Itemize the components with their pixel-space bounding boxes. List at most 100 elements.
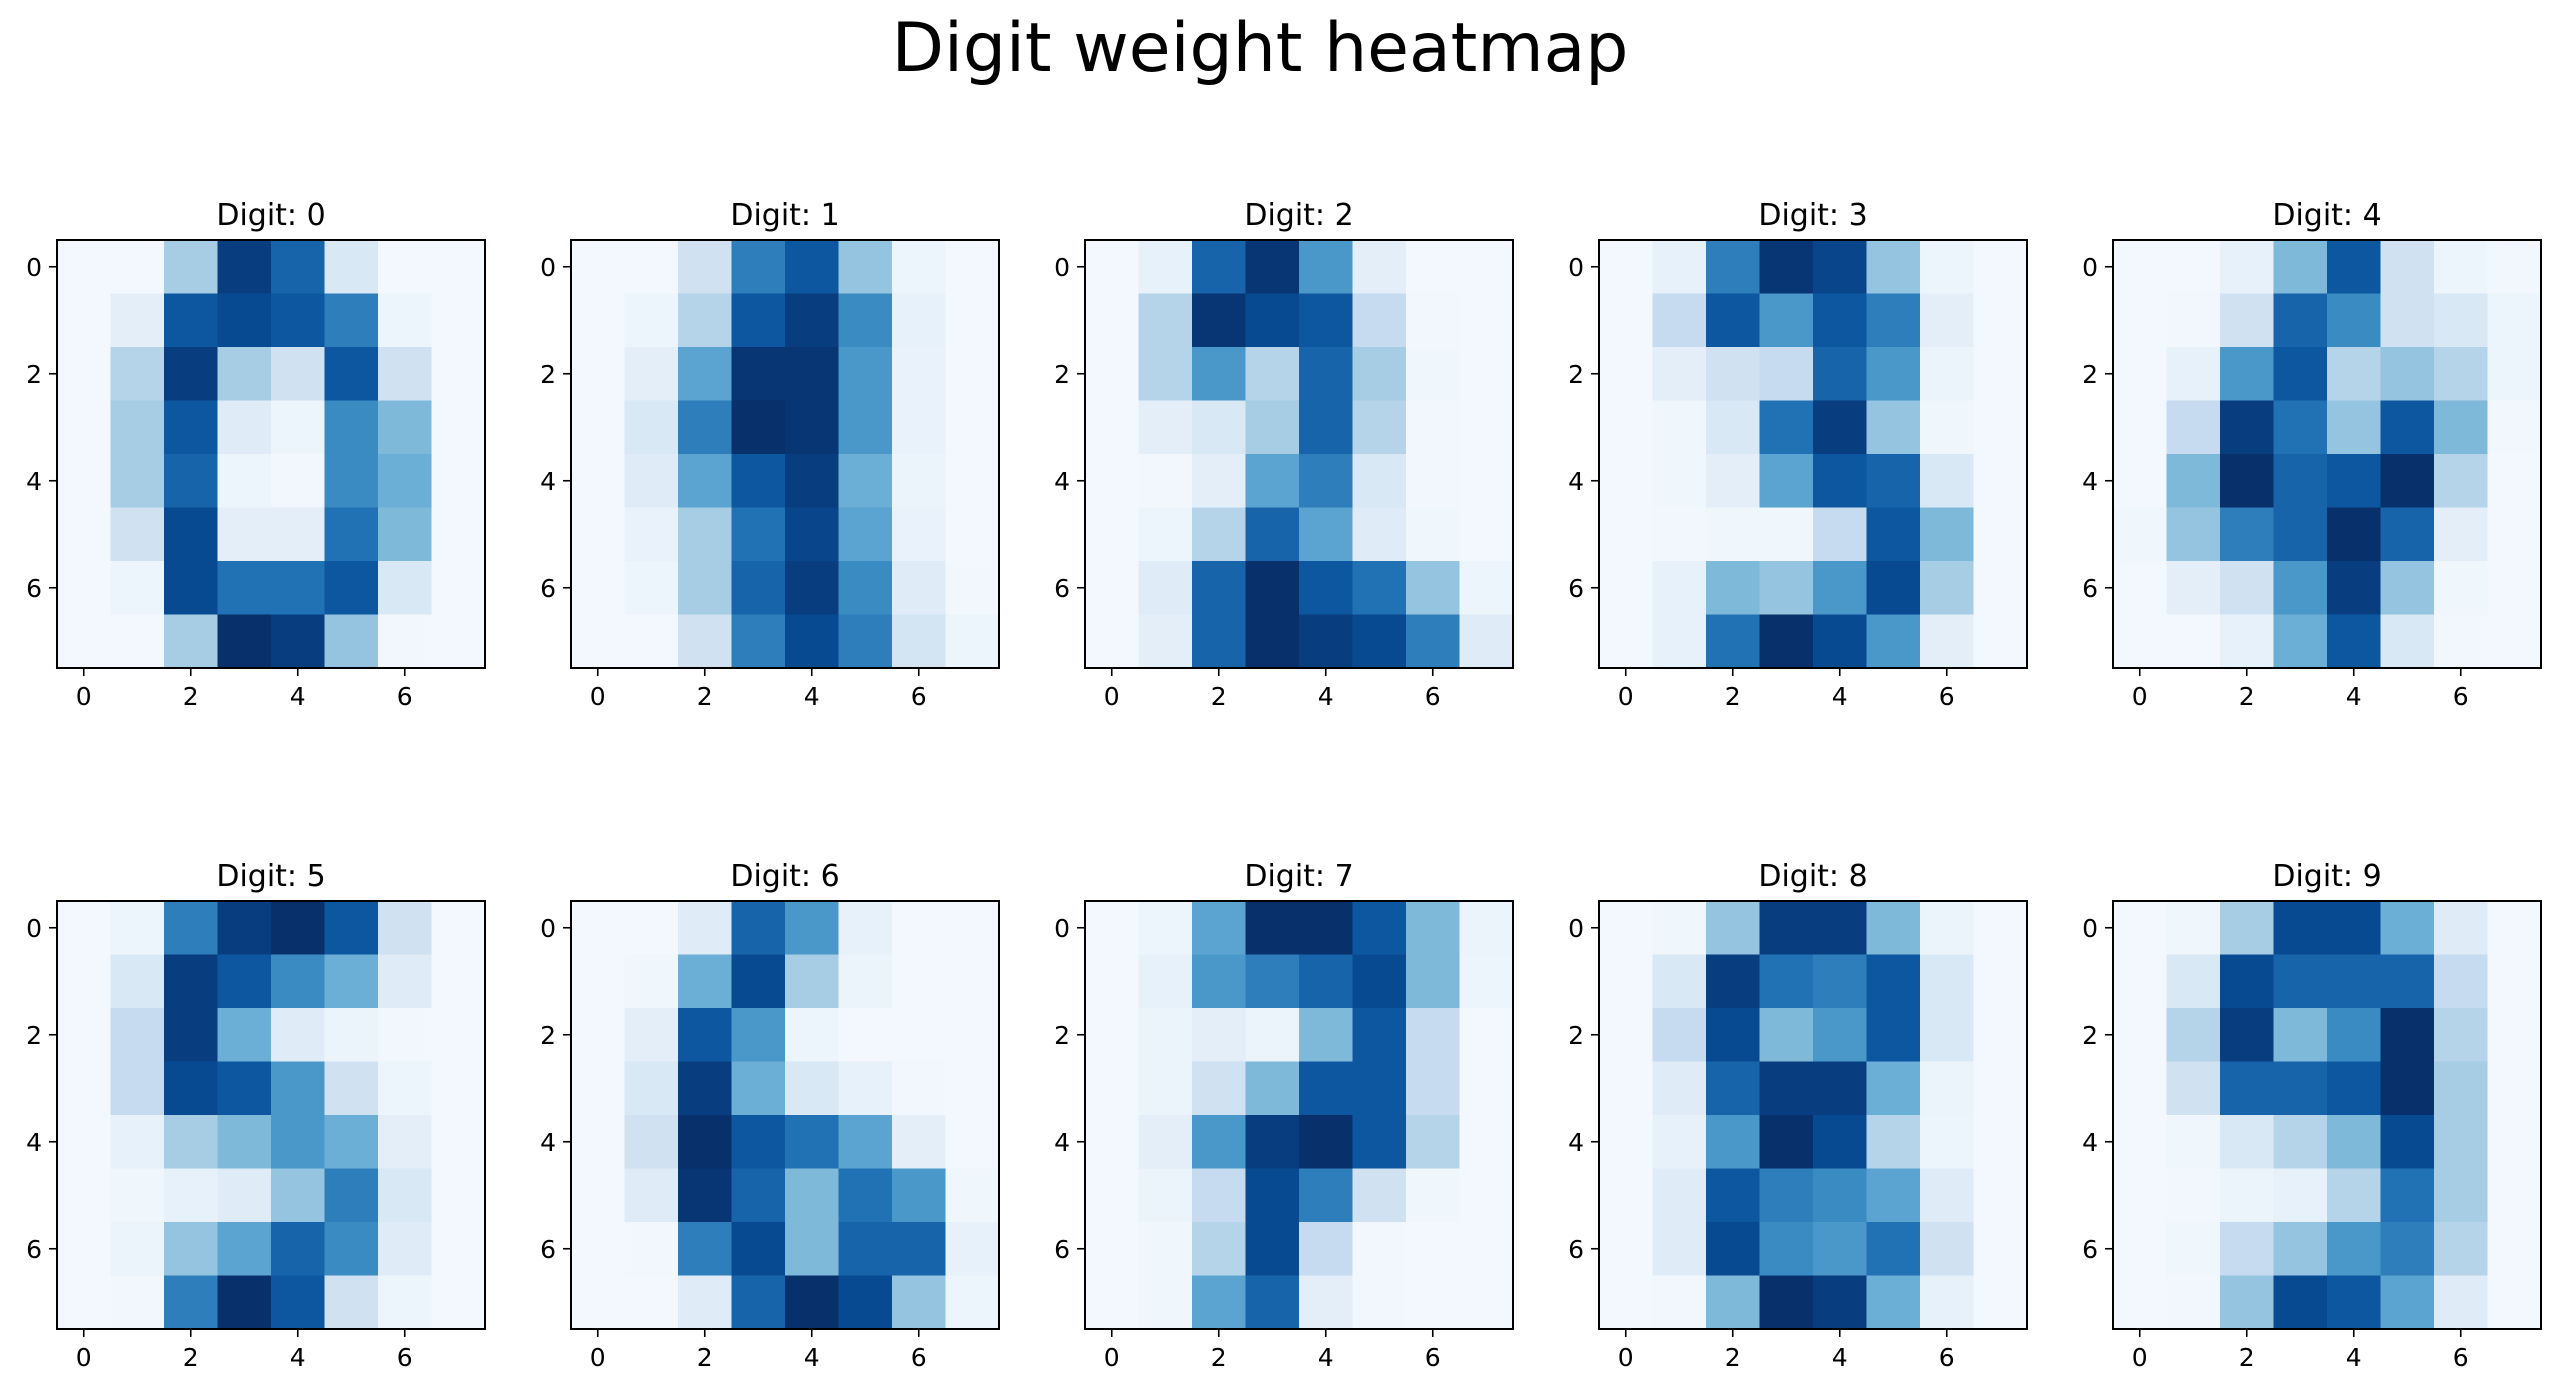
heatmap-cell	[217, 454, 272, 509]
heatmap-cell	[1459, 454, 1514, 509]
heatmap-cell	[378, 901, 433, 956]
heatmap-cell	[624, 293, 679, 348]
y-tick-label: 4	[1568, 1128, 1584, 1157]
heatmap-cell	[1973, 954, 2028, 1009]
heatmap-cell	[324, 561, 379, 616]
heatmap-cell	[571, 1222, 626, 1277]
heatmap-panel-7: Digit: 7 0 2 4 6 0 2 4 6	[1054, 859, 1514, 1372]
y-tick-label: 2	[2082, 1021, 2098, 1050]
y-tick-label: 4	[26, 1128, 42, 1157]
heatmap-cell	[1920, 454, 1975, 509]
y-tick-label: 0	[2082, 914, 2098, 943]
heatmap-cell	[378, 400, 433, 455]
x-tick-label: 0	[1104, 1343, 1120, 1372]
heatmap-cell	[1192, 1275, 1247, 1330]
heatmap-cell	[2220, 954, 2275, 1009]
heatmap-cell	[164, 400, 219, 455]
heatmap-cell	[1299, 293, 1354, 348]
heatmap-cell	[217, 1115, 272, 1170]
heatmap-cell	[1406, 901, 1461, 956]
heatmap-cell	[838, 1008, 893, 1063]
heatmap-cell	[324, 454, 379, 509]
heatmap-cell	[892, 1061, 947, 1116]
heatmap-cell	[57, 901, 112, 956]
heatmap-cell	[1866, 1115, 1921, 1170]
y-tick-label: 0	[2082, 253, 2098, 282]
heatmap-cell	[731, 954, 786, 1009]
x-tick-label: 4	[290, 1343, 306, 1372]
heatmap-cell	[2327, 507, 2382, 562]
heatmap-cell	[1866, 561, 1921, 616]
heatmap-cell	[2273, 293, 2328, 348]
heatmap-cell	[1759, 400, 1814, 455]
heatmap-cell	[431, 1168, 486, 1223]
heatmap-cell	[1085, 293, 1140, 348]
heatmap-cell	[1406, 347, 1461, 402]
heatmap-cell	[624, 1061, 679, 1116]
heatmap-cell	[2327, 293, 2382, 348]
x-tick-label: 0	[2132, 1343, 2148, 1372]
heatmap-cell	[1813, 954, 1868, 1009]
heatmap-cell	[1138, 400, 1193, 455]
heatmap-cell	[1192, 400, 1247, 455]
heatmap-cell	[838, 1222, 893, 1277]
heatmap-cell	[1813, 507, 1868, 562]
heatmap-cell	[1352, 561, 1407, 616]
heatmap-cell	[2487, 1168, 2542, 1223]
heatmap-cell	[1866, 1008, 1921, 1063]
y-tick-label: 6	[2082, 1235, 2098, 1264]
heatmap-cell	[678, 240, 733, 295]
heatmap-cell	[1973, 347, 2028, 402]
heatmap-cell	[1599, 561, 1654, 616]
heatmap-cell	[1406, 1115, 1461, 1170]
heatmap-cell	[1866, 347, 1921, 402]
heatmap-cell	[892, 347, 947, 402]
heatmap-cell	[2273, 400, 2328, 455]
heatmap-cell	[1299, 1222, 1354, 1277]
heatmap-cell	[271, 1275, 326, 1330]
heatmap-cell	[2327, 454, 2382, 509]
y-tick-label: 4	[2082, 467, 2098, 496]
heatmap-cell	[1459, 901, 1514, 956]
heatmap-cell	[2327, 1222, 2382, 1277]
heatmap-cell	[2166, 1275, 2221, 1330]
y-tick-label: 0	[540, 253, 556, 282]
heatmap-cell	[2220, 507, 2275, 562]
x-tick-label: 4	[1832, 1343, 1848, 1372]
heatmap-cell	[431, 1008, 486, 1063]
y-tick-label: 2	[2082, 360, 2098, 389]
heatmap-cell	[1406, 561, 1461, 616]
heatmap-cell	[945, 400, 1000, 455]
heatmap-cell	[2113, 954, 2168, 1009]
heatmap-cell	[785, 240, 840, 295]
x-tick-label: 2	[183, 682, 199, 711]
heatmap-cell	[1759, 507, 1814, 562]
heatmap-cell	[1706, 1168, 1761, 1223]
heatmap-cell	[1652, 901, 1707, 956]
heatmap-cell	[2380, 1008, 2435, 1063]
x-tick-label: 4	[804, 1343, 820, 1372]
heatmap-cell	[1652, 454, 1707, 509]
heatmap-cell	[271, 400, 326, 455]
heatmap-cell	[838, 1275, 893, 1330]
heatmap-cell	[2487, 400, 2542, 455]
y-tick-label: 4	[540, 467, 556, 496]
heatmap-cell	[731, 293, 786, 348]
heatmap-cell	[324, 1275, 379, 1330]
heatmap-cell	[1706, 293, 1761, 348]
heatmap-cell	[2166, 1061, 2221, 1116]
heatmap-cell	[785, 1275, 840, 1330]
heatmap-cell	[2380, 1275, 2435, 1330]
y-tick-label: 4	[2082, 1128, 2098, 1157]
heatmap-cell	[2166, 614, 2221, 669]
heatmap-cell	[2327, 1168, 2382, 1223]
heatmap-cell	[1813, 614, 1868, 669]
heatmap-cell	[1299, 507, 1354, 562]
y-tick-label: 2	[540, 360, 556, 389]
heatmap-cell	[271, 1222, 326, 1277]
heatmap-cell	[1813, 400, 1868, 455]
x-tick-label: 6	[1425, 682, 1441, 711]
heatmap-cell	[217, 347, 272, 402]
heatmap-cell	[2113, 1061, 2168, 1116]
heatmap-cell	[624, 561, 679, 616]
